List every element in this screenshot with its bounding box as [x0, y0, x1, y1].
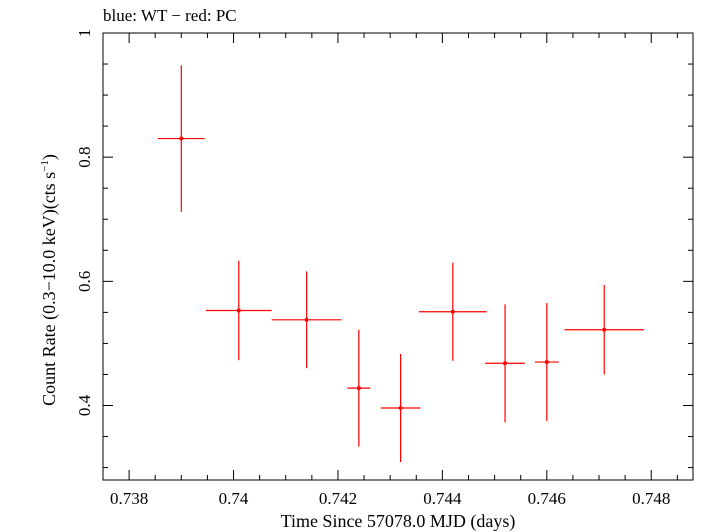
y-axis-label-end: ) — [39, 154, 60, 160]
y-axis-label: Count Rate (0.3−10.0 keV)(cts s−1) — [39, 154, 60, 406]
x-axis-ticks: 0.738 0.74 0.742 0.744 0.746 0.748 — [102, 33, 678, 508]
data-point — [534, 303, 559, 422]
y-tick-label: 0.6 — [75, 271, 94, 292]
x-tick-label: 0.744 — [423, 489, 462, 508]
x-axis-label: Time Since 57078.0 MJD (days) — [281, 511, 516, 532]
data-points — [157, 65, 644, 462]
y-axis-ticks: 0.4 0.6 0.8 1 — [75, 29, 693, 469]
point-marker — [450, 309, 455, 314]
x-tick-label: 0.742 — [319, 489, 357, 508]
plot-frame — [102, 32, 694, 481]
y-axis-label-main: Count Rate (0.3−10.0 keV)(cts s — [39, 172, 60, 406]
data-point — [485, 304, 525, 423]
point-marker — [544, 360, 549, 365]
point-marker — [356, 386, 361, 391]
data-point — [271, 271, 342, 369]
point-marker — [503, 361, 508, 366]
y-axis-label-sup: −1 — [39, 160, 51, 172]
point-marker — [398, 405, 403, 410]
y-tick-label: 0.4 — [75, 394, 94, 416]
data-point — [418, 262, 487, 361]
data-point — [564, 285, 644, 375]
data-point — [157, 65, 205, 212]
point-marker — [179, 136, 184, 141]
point-marker — [304, 317, 309, 322]
x-tick-label: 0.74 — [219, 489, 249, 508]
point-marker — [602, 327, 607, 332]
x-tick-label: 0.738 — [110, 489, 148, 508]
y-tick-label: 1 — [75, 29, 94, 38]
data-point — [380, 353, 421, 462]
data-point — [205, 260, 272, 361]
x-tick-label: 0.748 — [632, 489, 670, 508]
y-tick-label: 0.8 — [75, 147, 94, 168]
x-tick-label: 0.746 — [528, 489, 566, 508]
data-point — [347, 329, 371, 447]
point-marker — [236, 308, 241, 313]
chart-title: blue: WT − red: PC — [103, 6, 237, 25]
